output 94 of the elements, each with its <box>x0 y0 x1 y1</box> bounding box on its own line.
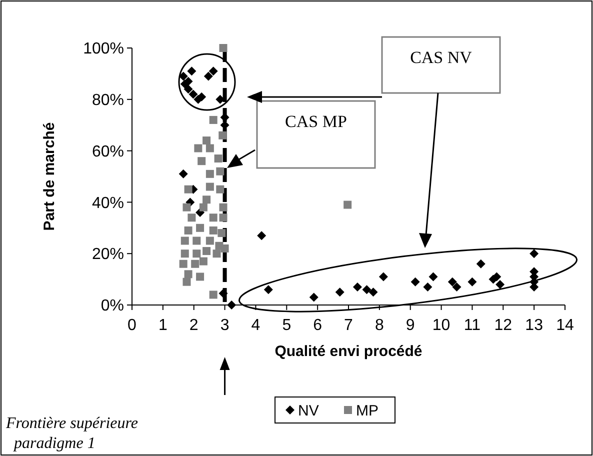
point <box>452 282 462 292</box>
point <box>209 226 218 234</box>
point <box>184 270 192 278</box>
x-tick-label: 14 <box>556 317 574 334</box>
point <box>362 285 372 294</box>
point <box>202 247 211 256</box>
point <box>378 272 388 282</box>
point <box>368 288 378 297</box>
x-tick-label: 5 <box>282 317 292 334</box>
point <box>335 288 344 297</box>
point <box>206 236 214 245</box>
point <box>178 72 188 81</box>
point <box>199 203 208 212</box>
y-tick-label: 60% <box>92 143 124 160</box>
point <box>208 66 218 76</box>
point <box>220 244 229 252</box>
point <box>182 203 191 212</box>
text: Frontière supérieure paradigme 1 <box>5 415 138 452</box>
y-tick-label: 20% <box>92 246 124 264</box>
point <box>476 259 486 268</box>
x-tick-label: 13 <box>525 317 544 334</box>
point <box>191 260 200 268</box>
point <box>219 44 228 52</box>
point <box>199 257 208 266</box>
point <box>206 182 214 191</box>
point <box>209 214 218 222</box>
y-tick-label: 0% <box>100 298 124 315</box>
point <box>309 292 318 302</box>
legend-label: NV <box>298 402 319 420</box>
x-tick-label: 10 <box>432 317 450 334</box>
point <box>180 236 189 245</box>
point <box>428 272 438 282</box>
point <box>196 272 204 281</box>
point <box>530 249 539 258</box>
point <box>352 282 362 292</box>
x-tick-label: 9 <box>406 317 415 334</box>
point <box>218 288 228 298</box>
point <box>196 224 204 232</box>
x-tick-label: 6 <box>313 317 322 334</box>
x-tick-label: 7 <box>344 317 354 334</box>
point <box>202 196 211 204</box>
point <box>198 157 206 166</box>
point <box>184 84 193 94</box>
point <box>188 214 196 222</box>
point <box>227 300 236 310</box>
point <box>214 154 222 163</box>
y-tick-label: 80% <box>92 92 124 109</box>
point <box>194 144 202 152</box>
point <box>218 229 226 238</box>
point <box>264 285 273 294</box>
point <box>206 144 214 152</box>
point <box>202 136 211 145</box>
x-tick-label: 12 <box>494 317 512 334</box>
point <box>192 250 201 258</box>
point <box>180 250 189 258</box>
point <box>257 231 266 240</box>
point <box>212 250 221 258</box>
point <box>209 290 218 299</box>
y-axis-title: Part de marché <box>41 122 58 231</box>
point <box>423 282 432 292</box>
point <box>468 277 477 286</box>
point <box>184 185 192 194</box>
annotation: CAS MP <box>285 112 347 131</box>
x-tick-label: 3 <box>220 317 230 334</box>
point <box>219 203 228 212</box>
point <box>179 260 188 268</box>
point <box>216 185 224 194</box>
point <box>187 66 196 76</box>
y-tick-label: 40% <box>92 194 124 212</box>
point <box>496 280 505 289</box>
point <box>216 167 224 176</box>
x-tick-label: 8 <box>374 317 384 334</box>
point <box>184 226 192 234</box>
x-tick-label: 0 <box>128 317 137 334</box>
y-tick-label: 100% <box>83 40 124 58</box>
x-tick-label: 11 <box>464 317 481 334</box>
point <box>410 277 420 286</box>
point <box>182 278 191 286</box>
x-tick-label: 4 <box>251 317 260 334</box>
point <box>204 72 213 81</box>
point <box>218 131 227 140</box>
point <box>206 170 214 178</box>
point <box>219 214 228 222</box>
point <box>344 200 352 209</box>
x-tick-label: 2 <box>189 317 198 334</box>
point <box>178 169 188 178</box>
annotation: CAS NV <box>410 48 473 67</box>
point <box>448 277 457 286</box>
point <box>209 116 218 124</box>
x-axis-title: Qualité envi procédé <box>274 343 422 360</box>
point <box>188 90 198 99</box>
legend-label: MP <box>356 402 378 420</box>
x-tick-label: 1 <box>158 317 168 334</box>
point <box>192 236 201 245</box>
